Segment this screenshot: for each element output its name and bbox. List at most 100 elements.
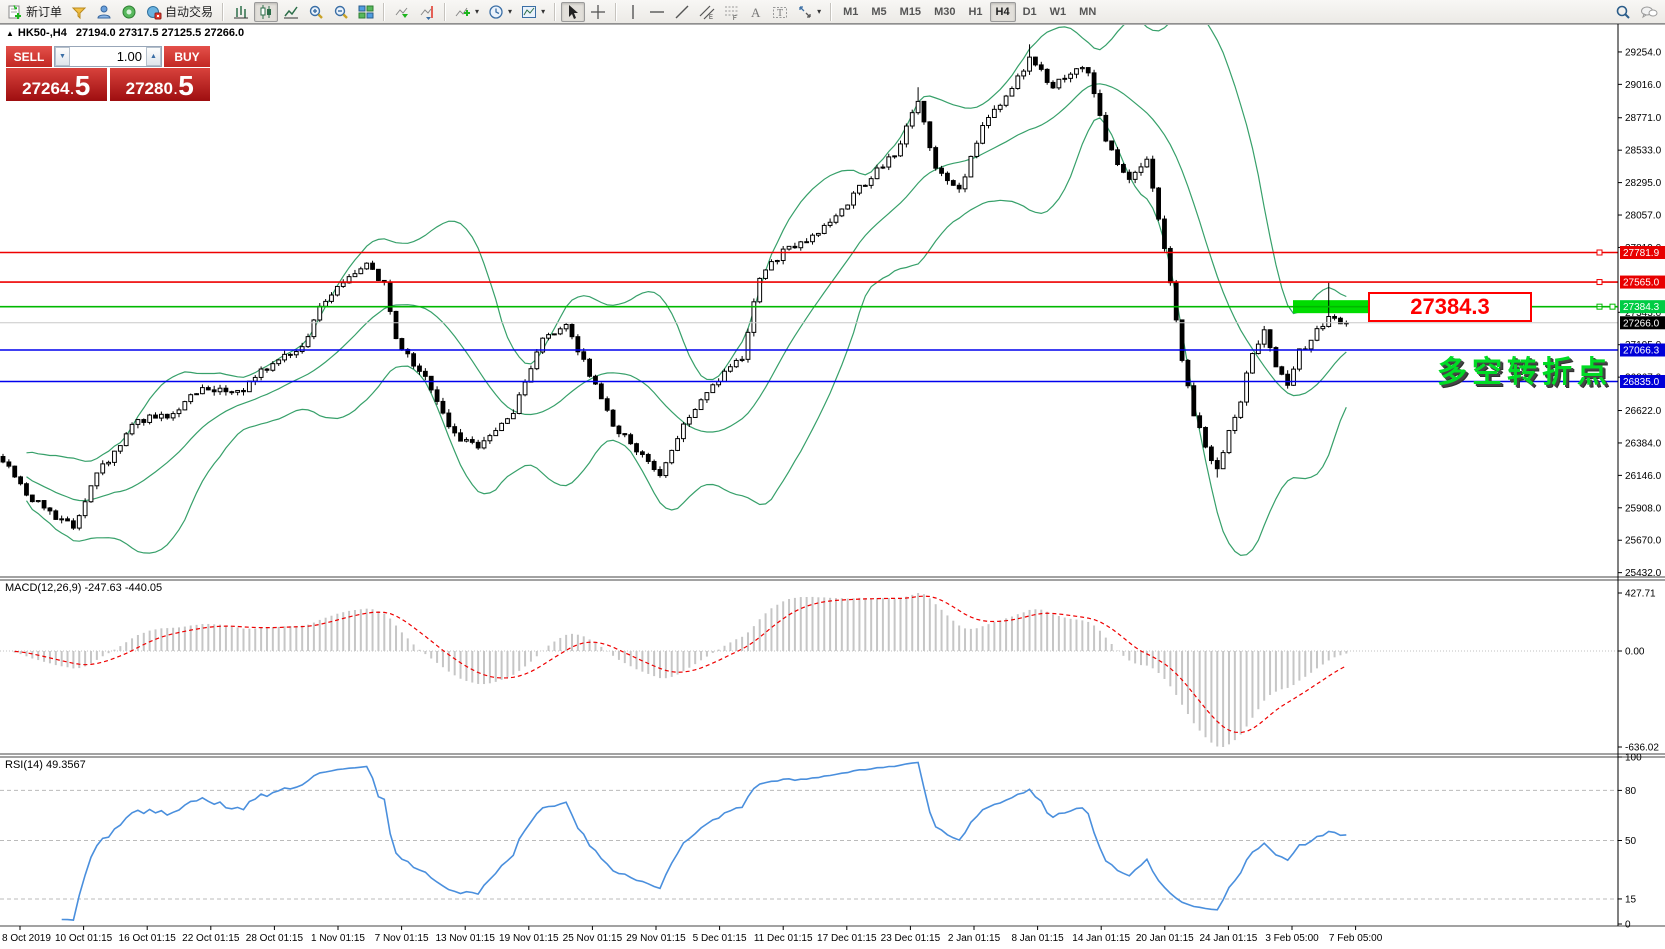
search-icon bbox=[1616, 5, 1630, 19]
fibonacci-icon: F bbox=[725, 6, 740, 20]
sell-price-button[interactable]: 27264. 5 bbox=[6, 68, 107, 101]
tf-d1-button[interactable]: D1 bbox=[1022, 5, 1037, 18]
zoom-out-icon bbox=[334, 5, 348, 19]
periods-button[interactable]: ▾ bbox=[484, 2, 516, 22]
bollinger-middle bbox=[26, 83, 1347, 502]
price-badge-text: 27066.3 bbox=[1623, 345, 1660, 356]
zoom-in-button[interactable] bbox=[304, 2, 328, 22]
navigator-icon bbox=[122, 5, 136, 18]
horizontal-line-button[interactable] bbox=[645, 2, 669, 22]
price-tick-label: 29016.0 bbox=[1625, 80, 1662, 91]
rsi-line bbox=[61, 761, 1347, 921]
chart-bars-button[interactable] bbox=[229, 2, 253, 22]
vertical-line-button[interactable] bbox=[622, 2, 644, 22]
toolbar-separator bbox=[222, 2, 225, 21]
tf-m5-button[interactable]: M5 bbox=[871, 5, 887, 18]
new-order-button[interactable]: 新订单 bbox=[3, 2, 66, 22]
tf-mn-button[interactable]: MN bbox=[1079, 5, 1097, 18]
tile-windows-button[interactable] bbox=[354, 2, 378, 22]
price-tick-label: 25908.0 bbox=[1625, 503, 1662, 514]
navigator-button[interactable] bbox=[117, 2, 141, 22]
toolbar-separator bbox=[444, 2, 447, 21]
tile-windows-icon bbox=[358, 5, 374, 18]
tf-h1-button[interactable]: H1 bbox=[968, 5, 983, 18]
date-label: 7 Feb 05:00 bbox=[1329, 933, 1383, 944]
date-label: 8 Jan 01:15 bbox=[1011, 933, 1064, 944]
price-tick-label: 28295.0 bbox=[1625, 178, 1662, 189]
sell-price-int: 27264 bbox=[22, 79, 70, 98]
tf-m15-button[interactable]: M15 bbox=[899, 5, 922, 18]
price-badge-text: 27384.3 bbox=[1623, 302, 1660, 313]
svg-text:E: E bbox=[709, 15, 713, 20]
sell-button[interactable]: SELL bbox=[6, 46, 52, 67]
date-label: 1 Nov 01:15 bbox=[311, 933, 365, 944]
crosshair-button[interactable] bbox=[586, 2, 610, 22]
auto-scroll-button[interactable] bbox=[390, 2, 414, 22]
volume-decrement-button[interactable]: ▼ bbox=[55, 47, 70, 66]
templates-button[interactable]: ▾ bbox=[517, 2, 549, 22]
current-price-badge bbox=[1620, 316, 1665, 330]
chart-shift-button[interactable] bbox=[415, 2, 439, 22]
tf-m1-button[interactable]: M1 bbox=[843, 5, 859, 18]
symbol-header: ▲ HK50-,H4 27194.0 27317.5 27125.5 27266.… bbox=[6, 27, 244, 39]
price-tick-label: 26622.0 bbox=[1625, 406, 1662, 417]
symbol-period: HK50-,H4 bbox=[17, 27, 67, 39]
rsi-tick-label: 100 bbox=[1625, 753, 1642, 764]
cursor-button[interactable] bbox=[561, 1, 586, 22]
zoom-out-button[interactable] bbox=[329, 2, 353, 22]
tf-w1-button[interactable]: W1 bbox=[1049, 5, 1067, 18]
date-label: 20 Jan 01:15 bbox=[1136, 933, 1194, 944]
tf-h4-button[interactable]: H4 bbox=[989, 1, 1016, 22]
buy-button[interactable]: BUY bbox=[164, 46, 210, 67]
macd-pane bbox=[0, 593, 1618, 747]
toolbar: 新订单 自动交易 bbox=[0, 0, 1665, 24]
autotrading-button[interactable]: 自动交易 bbox=[142, 2, 217, 22]
equidistant-channel-icon: E bbox=[699, 5, 715, 20]
arrows-button[interactable]: ▾ bbox=[793, 2, 825, 22]
trendline-button[interactable] bbox=[670, 2, 694, 22]
market-watch-button[interactable] bbox=[67, 2, 91, 22]
price-tick-label: 29254.0 bbox=[1625, 47, 1662, 58]
price-tick-label: 27343.0 bbox=[1625, 308, 1662, 319]
date-label: 16 Oct 01:15 bbox=[119, 933, 177, 944]
fibonacci-button[interactable]: F bbox=[720, 2, 744, 22]
date-label: 24 Jan 01:15 bbox=[1199, 933, 1257, 944]
date-label: 25 Nov 01:15 bbox=[563, 933, 623, 944]
chat-button[interactable] bbox=[1636, 2, 1662, 22]
search-button[interactable] bbox=[1611, 2, 1635, 22]
price-tick-label: 28533.0 bbox=[1625, 146, 1662, 157]
indicators-button[interactable]: ▾ bbox=[451, 2, 483, 22]
dropdown-caret-icon: ▾ bbox=[508, 7, 513, 16]
date-label: 5 Dec 01:15 bbox=[693, 933, 747, 944]
data-window-button[interactable] bbox=[92, 2, 116, 22]
toolbar-separator bbox=[830, 2, 833, 21]
auto-scroll-icon bbox=[395, 7, 409, 18]
bollinger-upper bbox=[26, 25, 1347, 462]
tf-m30-button[interactable]: M30 bbox=[934, 5, 956, 18]
trendline-icon bbox=[675, 5, 689, 18]
dropdown-caret-icon: ▾ bbox=[817, 7, 822, 16]
one-click-trade-panel: SELL ▼ ▲ BUY 27264.5 27280.5 bbox=[6, 46, 210, 101]
volume-input[interactable] bbox=[70, 47, 146, 66]
rsi-tick-label: 80 bbox=[1625, 786, 1637, 797]
volume-control: ▼ ▲ bbox=[54, 46, 162, 67]
chart-candles-button[interactable] bbox=[254, 1, 279, 22]
buy-price-button[interactable]: 27280. 5 bbox=[109, 68, 210, 101]
market-watch-icon bbox=[71, 7, 87, 19]
price-level-callout[interactable]: 27384.3 bbox=[1368, 292, 1532, 322]
text-label-icon: T bbox=[773, 6, 788, 19]
chart-line-button[interactable] bbox=[279, 2, 303, 22]
toolbar-separator bbox=[615, 2, 618, 21]
date-label: 28 Oct 01:15 bbox=[246, 933, 304, 944]
label-button[interactable]: T bbox=[768, 2, 792, 22]
collapse-marker-icon[interactable]: ▲ bbox=[6, 29, 14, 38]
horizontal-lines[interactable] bbox=[0, 249, 1618, 383]
date-label: 14 Jan 01:15 bbox=[1072, 933, 1130, 944]
rsi-pane bbox=[0, 761, 1618, 921]
channel-button[interactable]: E bbox=[695, 2, 719, 22]
volume-increment-button[interactable]: ▲ bbox=[146, 47, 161, 66]
text-button[interactable]: A bbox=[745, 2, 767, 22]
buy-price-int: 27280 bbox=[125, 79, 173, 98]
